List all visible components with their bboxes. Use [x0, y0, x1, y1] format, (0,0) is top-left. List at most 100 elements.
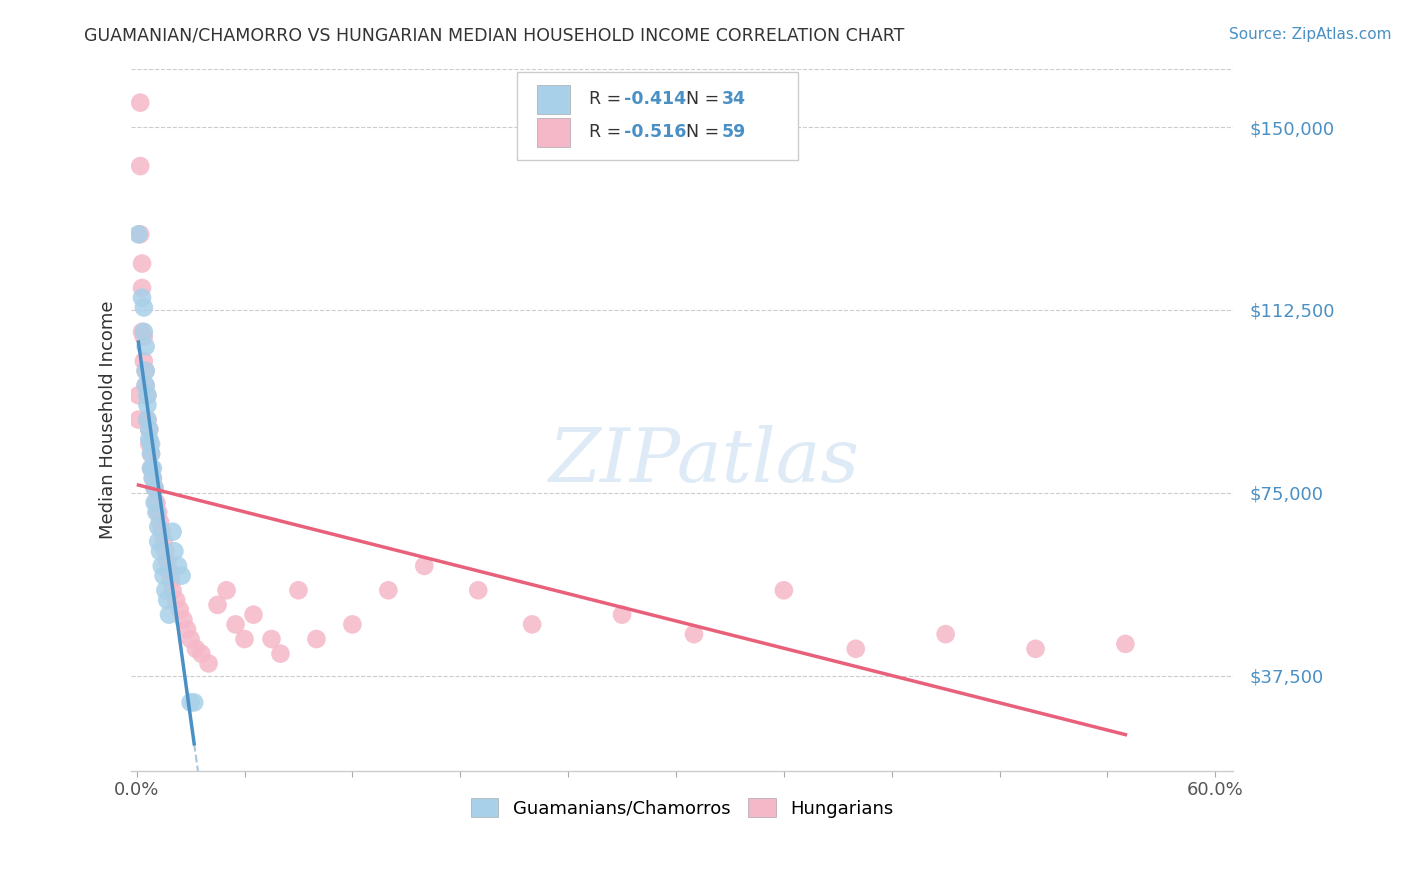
Point: [180, 695, 202, 709]
Point: [135, 364, 157, 378]
Point: [167, 558, 190, 573]
Point: [305, 632, 328, 646]
Point: [155, 544, 177, 558]
Text: 34: 34: [721, 90, 747, 109]
Point: [157, 607, 180, 622]
Point: [145, 505, 167, 519]
Point: [139, 447, 162, 461]
Point: [935, 627, 957, 641]
Point: [127, 412, 149, 426]
Point: [156, 593, 179, 607]
Point: [157, 564, 180, 578]
Point: [683, 627, 706, 641]
Point: [207, 598, 229, 612]
Point: [132, 329, 155, 343]
Point: [127, 227, 149, 242]
Point: [143, 481, 166, 495]
Point: [150, 524, 173, 539]
Text: N =: N =: [686, 123, 724, 142]
Point: [520, 617, 543, 632]
Point: [176, 622, 198, 636]
Point: [225, 617, 247, 632]
Point: [129, 95, 152, 110]
Text: R =: R =: [589, 123, 626, 142]
Point: [129, 159, 152, 173]
Point: [152, 534, 174, 549]
FancyBboxPatch shape: [537, 85, 569, 114]
Point: [197, 657, 219, 671]
Point: [155, 583, 177, 598]
Point: [772, 583, 794, 598]
Point: [136, 388, 159, 402]
FancyBboxPatch shape: [537, 118, 569, 147]
Point: [342, 617, 364, 632]
Legend: Guamanians/Chamorros, Hungarians: Guamanians/Chamorros, Hungarians: [464, 791, 900, 825]
Point: [162, 583, 184, 598]
Text: GUAMANIAN/CHAMORRO VS HUNGARIAN MEDIAN HOUSEHOLD INCOME CORRELATION CHART: GUAMANIAN/CHAMORRO VS HUNGARIAN MEDIAN H…: [84, 27, 904, 45]
Point: [143, 481, 166, 495]
Point: [162, 524, 184, 539]
Point: [131, 256, 153, 270]
Point: [148, 520, 170, 534]
Point: [136, 388, 159, 402]
Point: [138, 432, 160, 446]
Point: [136, 412, 159, 426]
Point: [242, 607, 264, 622]
Point: [142, 471, 165, 485]
Point: [139, 461, 162, 475]
Point: [143, 495, 166, 509]
Point: [180, 632, 202, 646]
FancyBboxPatch shape: [517, 72, 799, 160]
Point: [190, 647, 212, 661]
Point: [149, 544, 172, 558]
Point: [169, 603, 191, 617]
Point: [139, 447, 162, 461]
Point: [139, 437, 162, 451]
Point: [269, 647, 291, 661]
Point: [610, 607, 633, 622]
Text: N =: N =: [686, 90, 724, 109]
Point: [129, 227, 152, 242]
Point: [1114, 637, 1136, 651]
Point: [135, 364, 157, 378]
Point: [150, 558, 173, 573]
Point: [135, 378, 157, 392]
Text: -0.414: -0.414: [624, 90, 686, 109]
Point: [413, 558, 436, 573]
Point: [131, 281, 153, 295]
Point: [131, 325, 153, 339]
Point: [142, 471, 165, 485]
Point: [163, 544, 186, 558]
Point: [131, 291, 153, 305]
Point: [136, 398, 159, 412]
Point: [132, 354, 155, 368]
Point: [183, 695, 205, 709]
Point: [136, 412, 159, 426]
Point: [139, 461, 162, 475]
Point: [152, 568, 174, 582]
Point: [165, 593, 187, 607]
Text: 59: 59: [721, 123, 747, 142]
Text: R =: R =: [589, 90, 626, 109]
Point: [142, 461, 165, 475]
Point: [127, 388, 149, 402]
Point: [148, 505, 170, 519]
Text: Source: ZipAtlas.com: Source: ZipAtlas.com: [1229, 27, 1392, 42]
Point: [184, 641, 207, 656]
Point: [377, 583, 399, 598]
Point: [138, 437, 160, 451]
Point: [156, 554, 179, 568]
Point: [135, 378, 157, 392]
Point: [138, 422, 160, 436]
Point: [132, 325, 155, 339]
Point: [138, 422, 160, 436]
Point: [148, 534, 170, 549]
Point: [260, 632, 283, 646]
Point: [287, 583, 309, 598]
Point: [1025, 641, 1047, 656]
Point: [467, 583, 489, 598]
Text: ZIPatlas: ZIPatlas: [548, 425, 860, 498]
Point: [145, 495, 167, 509]
Point: [132, 301, 155, 315]
Point: [215, 583, 238, 598]
